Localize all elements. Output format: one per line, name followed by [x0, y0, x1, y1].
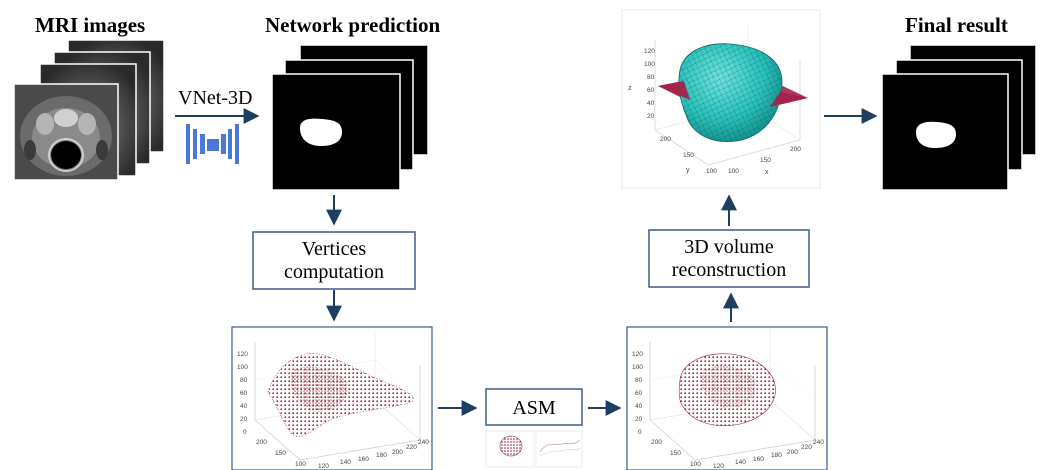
x-tick-140: 140 — [340, 459, 351, 466]
z-tick-60: 60 — [240, 390, 248, 397]
asm-z-tick-0: 0 — [638, 429, 642, 436]
asm-x-tick-140: 140 — [735, 459, 746, 466]
z-tick-0: 0 — [243, 429, 247, 436]
title-mri-images: MRI images — [35, 13, 145, 37]
asm-y-tick-100: 100 — [690, 461, 701, 468]
asm-x-tick-240: 240 — [813, 439, 824, 446]
x-tick-180: 180 — [376, 452, 387, 459]
asm-z-tick-60: 60 — [635, 390, 643, 397]
z-tick-100: 100 — [237, 364, 248, 371]
network-prediction-stack — [271, 44, 429, 191]
asm-z-tick-80: 80 — [635, 377, 643, 384]
asm-box — [485, 388, 583, 426]
mesh-x-tick-100: 100 — [728, 168, 739, 175]
mesh-x-axis-label: x — [765, 169, 769, 176]
vertices-label-line1: Vertices — [302, 238, 367, 260]
mesh-x-tick-200: 200 — [790, 146, 801, 153]
mri-image-stack — [13, 39, 165, 181]
vertices-point-cloud-plot: 120 100 80 60 40 20 0 200 150 100 120 14… — [231, 326, 433, 470]
z-tick-120: 120 — [237, 351, 248, 358]
y-tick-200: 200 — [256, 439, 267, 446]
reconstruction-label-line2: reconstruction — [672, 259, 786, 281]
x-tick-160: 160 — [358, 456, 369, 463]
final-mask — [916, 121, 956, 148]
vnet-label: VNet-3D — [178, 87, 252, 109]
asm-z-tick-40: 40 — [635, 403, 643, 410]
x-tick-220: 220 — [406, 444, 417, 451]
asm-z-tick-100: 100 — [632, 364, 643, 371]
asm-x-tick-120: 120 — [713, 463, 724, 470]
reconstruction-label-line1: 3D volume — [684, 236, 774, 258]
mesh-y-tick-200: 200 — [660, 136, 671, 143]
asm-x-tick-180: 180 — [771, 452, 782, 459]
title-network-prediction: Network prediction — [265, 13, 440, 37]
asm-label: ASM — [512, 397, 556, 419]
asm-output-plot: 120 100 80 60 40 20 0 200 150 100 120 14… — [626, 326, 828, 470]
mesh-z-tick-120: 120 — [644, 48, 655, 55]
z-tick-80: 80 — [240, 377, 248, 384]
asm-x-tick-220: 220 — [801, 444, 812, 451]
x-tick-200: 200 — [392, 449, 403, 456]
asm-z-tick-20: 20 — [635, 416, 643, 423]
asm-thumbnail-curve — [535, 430, 583, 468]
y-tick-150: 150 — [275, 450, 286, 457]
mesh-z-tick-20: 20 — [647, 113, 655, 120]
mesh-z-tick-60: 60 — [647, 87, 655, 94]
final-result-stack — [881, 44, 1037, 191]
reconstruction-mesh-plot: 120 100 80 60 40 20 z 200 150 100 y 100 … — [621, 9, 821, 189]
asm-z-tick-120: 120 — [632, 351, 643, 358]
z-tick-40: 40 — [240, 403, 248, 410]
x-tick-240: 240 — [418, 439, 429, 446]
mesh-x-tick-150: 150 — [760, 157, 771, 164]
asm-y-tick-150: 150 — [670, 450, 681, 457]
asm-x-tick-200: 200 — [787, 449, 798, 456]
mesh-z-axis-label: z — [628, 85, 632, 92]
mesh-z-tick-40: 40 — [647, 100, 655, 107]
y-tick-100: 100 — [295, 461, 306, 468]
x-tick-120: 120 — [318, 463, 329, 470]
z-tick-20: 20 — [240, 416, 248, 423]
asm-thumbnail-shape — [485, 430, 535, 468]
reconstruction-box — [648, 229, 810, 288]
mesh-z-tick-80: 80 — [647, 74, 655, 81]
mesh-y-tick-150: 150 — [683, 152, 694, 159]
mesh-y-axis-label: y — [686, 167, 690, 174]
vertices-computation-box — [252, 231, 416, 290]
mesh-y-tick-100: 100 — [706, 168, 717, 175]
mri-slice-front — [13, 83, 119, 181]
vnet-architecture-icon — [186, 124, 239, 164]
prediction-mask — [300, 118, 342, 146]
asm-x-tick-160: 160 — [753, 456, 764, 463]
title-final-result: Final result — [905, 13, 1008, 37]
mesh-z-tick-100: 100 — [644, 61, 655, 68]
asm-y-tick-200: 200 — [651, 439, 662, 446]
vertices-label-line2: computation — [284, 261, 384, 283]
